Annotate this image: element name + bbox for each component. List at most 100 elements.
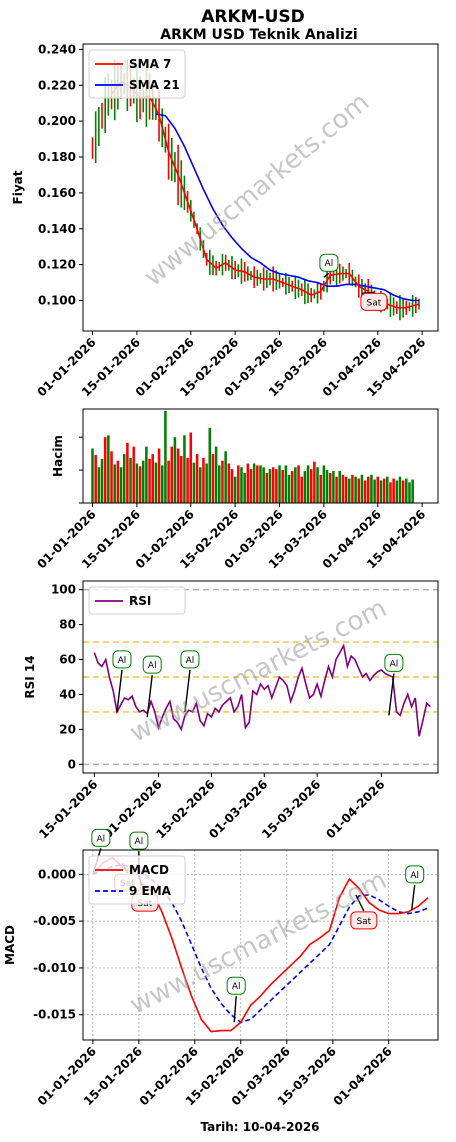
volume-bar xyxy=(189,432,193,503)
macd-signal-4-arrow xyxy=(233,996,237,1023)
rsi-buy-3-signal-label: Al xyxy=(390,659,399,669)
volume-bar xyxy=(100,458,104,503)
volume-bar xyxy=(129,457,132,503)
volume-bar xyxy=(398,476,402,503)
price-buy-signal-label: Al xyxy=(325,259,334,269)
volume-bar xyxy=(202,457,205,503)
rsi-buy-0-arrow xyxy=(116,669,123,712)
volume-bar xyxy=(354,476,357,503)
volume-bar xyxy=(157,448,161,503)
macd-legend-label: 9 EMA xyxy=(129,884,172,898)
price-ytick-label: 0.100 xyxy=(38,294,76,308)
price-buy-arrow xyxy=(323,272,330,278)
volume-bar xyxy=(218,465,221,503)
volume-bar xyxy=(344,476,348,503)
volume-bar xyxy=(256,465,259,503)
volume-bar xyxy=(107,435,110,503)
volume-bar xyxy=(135,463,139,503)
volume-bar xyxy=(408,482,411,503)
rsi-buy-3-arrow xyxy=(388,673,395,716)
volume-bar xyxy=(151,454,154,503)
volume-bar xyxy=(316,467,319,503)
volume-bar xyxy=(116,460,120,503)
rsi-frame xyxy=(82,580,439,774)
price-y-axis-label: Fiyat xyxy=(11,170,25,204)
volume-bar xyxy=(183,435,186,503)
rsi-buy-2-signal-box xyxy=(180,650,200,669)
macd-frame xyxy=(82,849,439,1041)
price-ytick-label: 0.200 xyxy=(38,114,76,128)
volume-bar xyxy=(145,446,148,503)
price-sell-signal-label: Sat xyxy=(367,298,382,308)
volume-bar xyxy=(195,454,199,503)
volume-bar xyxy=(246,463,250,503)
volume-bar xyxy=(167,460,170,503)
volume-bar xyxy=(91,448,94,503)
macd-signal-6-signal-box xyxy=(405,865,425,884)
rsi-buy-2-arrow xyxy=(184,669,191,712)
volume-bar xyxy=(313,461,316,503)
rsi-ytick-label: 20 xyxy=(59,722,76,736)
rsi-buy-1-signal-label: Al xyxy=(148,661,157,671)
volume-bar xyxy=(300,476,303,503)
macd-ytick-label: 0.000 xyxy=(38,867,76,881)
volume-bar xyxy=(294,467,297,503)
volume-bar xyxy=(268,469,272,503)
volume-bar xyxy=(347,478,351,503)
rsi-ytick-label: 0 xyxy=(68,757,76,771)
volume-bar xyxy=(173,437,177,503)
volume-bar xyxy=(110,451,113,503)
volume-bar xyxy=(126,442,129,503)
volume-bar xyxy=(335,476,338,503)
volume-bar xyxy=(252,463,256,503)
volume-bar xyxy=(160,465,164,503)
rsi-buy-1-arrow xyxy=(146,675,153,718)
volume-bar xyxy=(164,410,167,503)
volume-bar xyxy=(192,462,196,503)
volume-bar xyxy=(392,478,395,503)
volume-bar xyxy=(186,457,189,503)
volume-frame xyxy=(82,408,439,504)
watermark-rsi: www.uscmarkets.com xyxy=(125,593,391,748)
price-legend-box xyxy=(88,49,186,99)
volume-bar xyxy=(208,427,212,503)
volume-bar xyxy=(357,478,361,503)
chart-subtitle: ARKM USD Teknik Analizi xyxy=(160,27,357,43)
rsi-xtick-label: 01-04-2026 xyxy=(323,777,387,841)
volume-bar xyxy=(306,465,310,503)
price-legend-label: SMA 7 xyxy=(129,57,171,71)
macd-legend-label: MACD xyxy=(129,863,169,877)
volume-bar xyxy=(179,456,183,503)
volume-bar xyxy=(265,472,269,503)
macd-ytick-label: -0.010 xyxy=(33,961,76,975)
volume-bar xyxy=(386,476,389,503)
volume-bar xyxy=(297,465,300,503)
rsi-legend-label: RSI xyxy=(129,594,151,608)
volume-bar xyxy=(214,446,218,503)
price-sell-signal-box xyxy=(360,292,388,311)
volume-bar xyxy=(360,474,364,503)
macd-signal-0-signal-label: Al xyxy=(97,834,106,844)
price-buy-signal-box xyxy=(319,253,339,272)
macd-legend-box xyxy=(88,855,186,905)
volume-bar xyxy=(319,474,322,503)
volume-bar xyxy=(275,469,278,503)
volume-bar xyxy=(341,474,345,503)
volume-bar xyxy=(132,446,135,503)
volume-bar xyxy=(367,476,370,503)
price-ytick-label: 0.220 xyxy=(38,78,76,92)
sma7-line xyxy=(110,80,420,309)
rsi-buy-0-signal-box xyxy=(112,650,132,669)
volume-bar xyxy=(303,471,307,503)
x-axis-label: Tarih: 10-04-2026 xyxy=(200,1120,319,1134)
rsi-buy-0-signal-label: Al xyxy=(118,656,127,666)
rsi-buy-2-signal-label: Al xyxy=(186,656,195,666)
volume-bar xyxy=(401,480,405,503)
volume-bar xyxy=(338,471,342,503)
macd-signal-6-signal-label: Al xyxy=(410,871,419,881)
volume-bar xyxy=(287,474,291,503)
volume-bar xyxy=(379,480,383,503)
price-ytick-label: 0.140 xyxy=(38,222,76,236)
macd-signal-5-signal-box xyxy=(350,911,378,930)
